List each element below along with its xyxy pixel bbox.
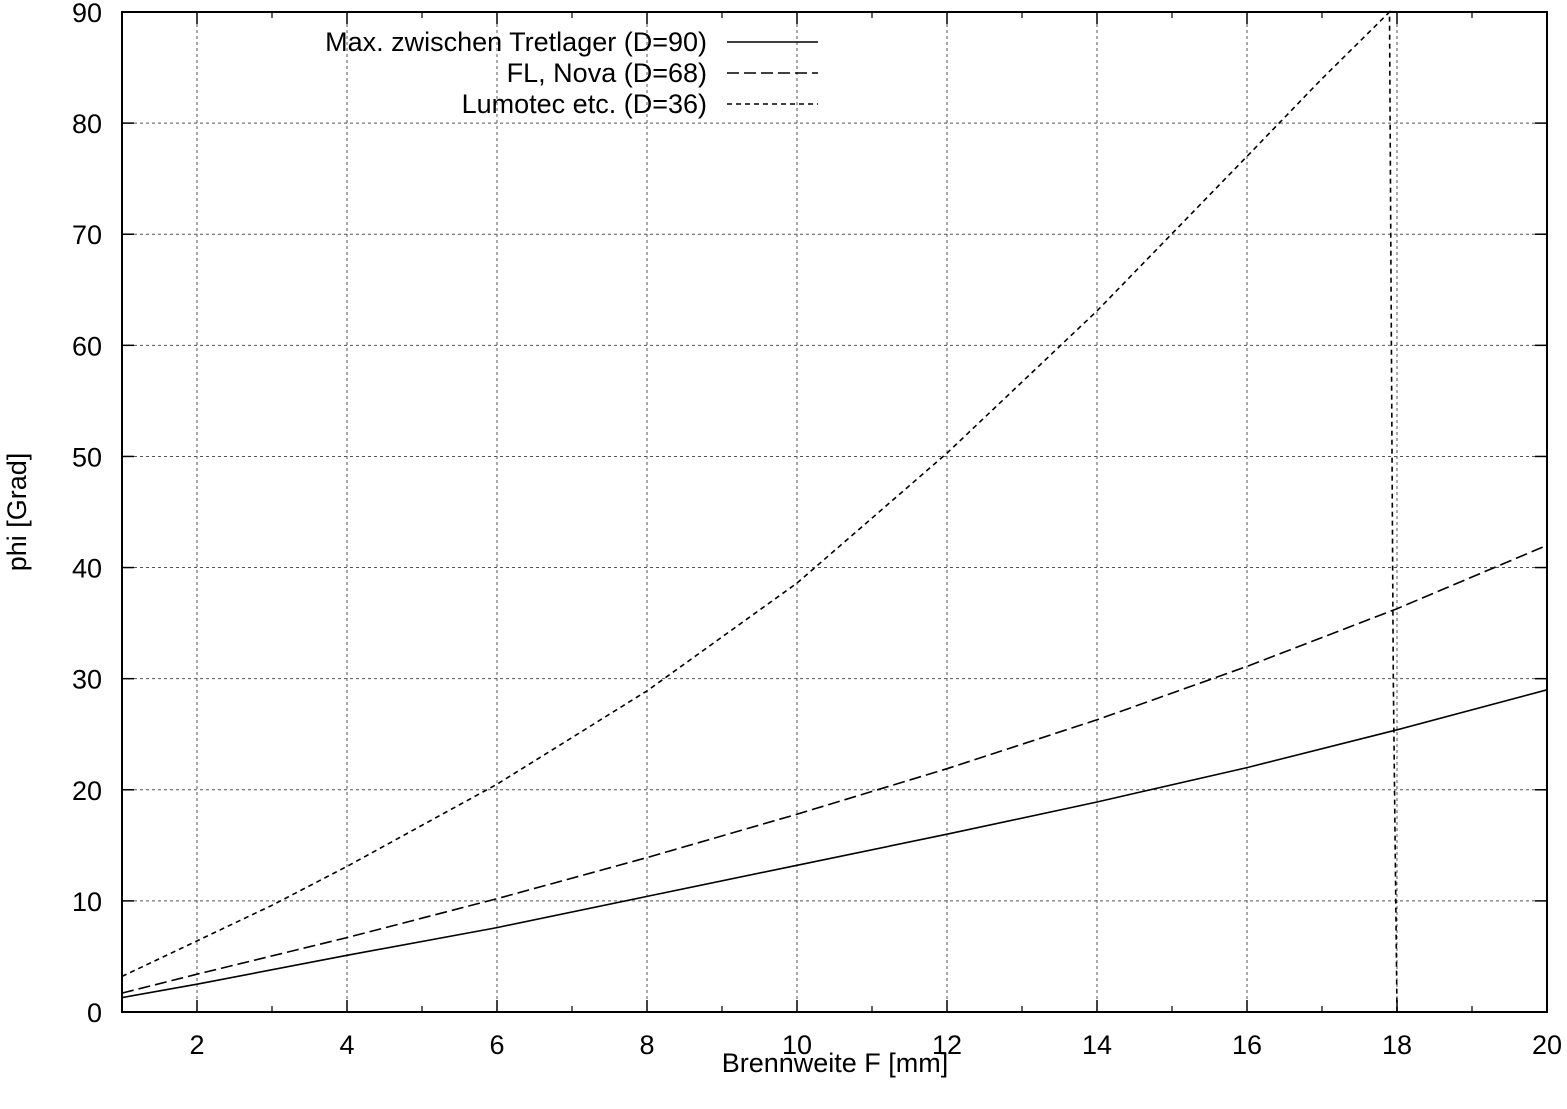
y-tick-label: 60 — [72, 331, 102, 361]
series-line-1 — [121, 689, 1548, 999]
legend-label-1: Max. zwischen Tretlager (D=90) — [325, 27, 707, 57]
axis-ticks — [121, 11, 1548, 1013]
x-tick-label: 18 — [1382, 1030, 1412, 1060]
y-tick-label: 0 — [87, 998, 102, 1028]
y-tick-label: 70 — [72, 220, 102, 250]
x-tick-label: 12 — [932, 1030, 962, 1060]
x-tick-label: 8 — [639, 1030, 654, 1060]
x-tick-label: 14 — [1082, 1030, 1112, 1060]
series-line-3 — [121, 10, 1398, 1013]
tick-labels: 2 4 6 8 10 12 14 16 18 20 0 10 20 30 40 50 60 70 80 90 — [72, 0, 1562, 1060]
x-axis-label: Brennweite F [mm] — [722, 1048, 949, 1078]
y-tick-label: 50 — [72, 442, 102, 472]
series-line-2 — [121, 544, 1548, 994]
plot-frame — [121, 11, 1548, 1013]
y-tick-label: 80 — [72, 109, 102, 139]
legend: Max. zwischen Tretlager (D=90)FL, Nova (… — [325, 27, 818, 119]
legend-label-3: Lumotec etc. (D=36) — [462, 89, 707, 119]
y-tick-label: 30 — [72, 665, 102, 695]
x-tick-label: 4 — [339, 1030, 354, 1060]
x-tick-label: 16 — [1232, 1030, 1262, 1060]
grid-lines — [122, 12, 1547, 1012]
x-tick-label: 20 — [1532, 1030, 1562, 1060]
y-axis-label: phi [Grad] — [2, 453, 32, 572]
y-tick-label: 40 — [72, 554, 102, 584]
x-tick-label: 6 — [489, 1030, 504, 1060]
y-tick-label: 10 — [72, 887, 102, 917]
x-tick-label: 2 — [189, 1030, 204, 1060]
legend-label-2: FL, Nova (D=68) — [507, 58, 707, 88]
series-lines — [121, 10, 1548, 1013]
y-tick-label: 90 — [72, 0, 102, 28]
x-tick-label: 10 — [782, 1030, 812, 1060]
y-tick-label: 20 — [72, 776, 102, 806]
